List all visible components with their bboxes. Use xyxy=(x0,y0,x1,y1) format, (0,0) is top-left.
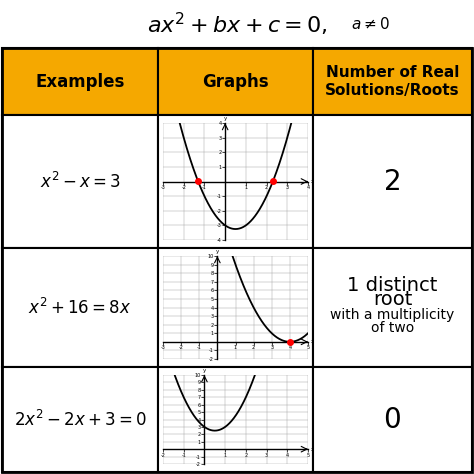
Bar xyxy=(158,367,313,472)
Bar xyxy=(313,248,472,367)
Bar xyxy=(313,367,472,472)
Text: Graphs: Graphs xyxy=(202,73,269,91)
Bar xyxy=(313,115,472,248)
Bar xyxy=(2,48,472,472)
Bar xyxy=(2,115,158,248)
Text: $2x^2 - 2x + 3 = 0$: $2x^2 - 2x + 3 = 0$ xyxy=(14,410,146,429)
Bar xyxy=(2,48,158,115)
Text: Examples: Examples xyxy=(35,73,125,91)
Text: with a multiplicity: with a multiplicity xyxy=(330,309,455,322)
Bar xyxy=(158,115,313,248)
Text: 1 distinct: 1 distinct xyxy=(347,276,438,295)
Text: root: root xyxy=(373,290,412,309)
Text: y: y xyxy=(216,249,219,254)
Text: x: x xyxy=(311,447,314,452)
Text: $x^2 + 16 = 8x$: $x^2 + 16 = 8x$ xyxy=(28,298,132,318)
Bar xyxy=(158,248,313,367)
Text: of two: of two xyxy=(371,320,414,335)
Text: $x^2 - x = 3$: $x^2 - x = 3$ xyxy=(39,172,120,191)
Text: Number of Real
Solutions/Roots: Number of Real Solutions/Roots xyxy=(325,64,460,98)
Text: 0: 0 xyxy=(383,405,401,434)
Text: x: x xyxy=(311,339,314,344)
Bar xyxy=(313,48,472,115)
Bar xyxy=(2,248,158,367)
Text: y: y xyxy=(203,368,206,373)
Bar xyxy=(2,367,158,472)
Text: x: x xyxy=(311,179,314,184)
Bar xyxy=(158,48,313,115)
Text: 2: 2 xyxy=(383,167,401,195)
Text: $ax^2 + bx + c = 0,$: $ax^2 + bx + c = 0,$ xyxy=(146,10,328,37)
Text: y: y xyxy=(224,116,227,121)
Text: $a \neq 0$: $a \neq 0$ xyxy=(351,16,389,32)
